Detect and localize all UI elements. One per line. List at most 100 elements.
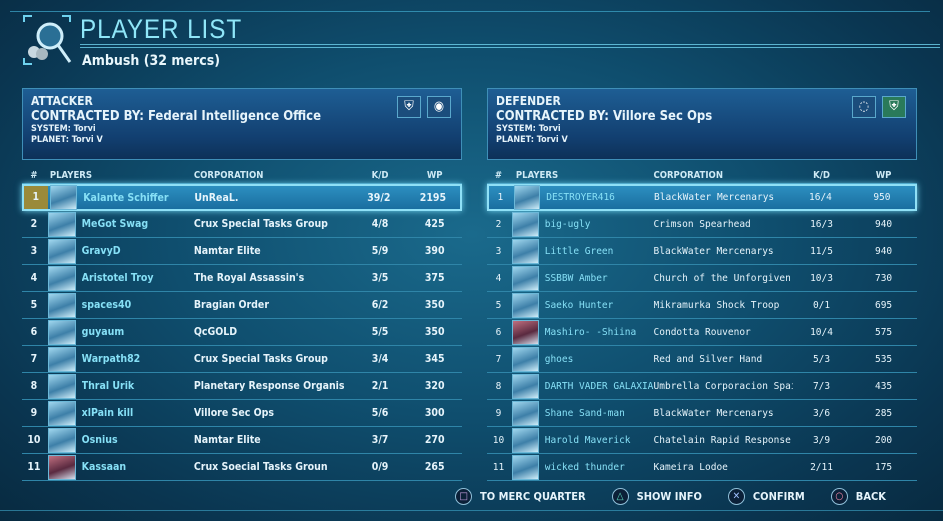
player-avatar-icon	[47, 400, 76, 426]
table-header: # PLAYERS CORPORATION K/D WP	[487, 168, 917, 184]
row-rank: 11	[27, 461, 41, 473]
player-row[interactable]: 2 big-ugly Crimson Spearhead 16/3 940	[487, 211, 917, 238]
war-points: 320	[424, 380, 445, 392]
row-rank: 6	[495, 326, 502, 338]
player-avatar-icon	[47, 373, 76, 399]
match-subtitle: Ambush (32 mercs)	[82, 53, 220, 69]
player-name: MeGot Swag	[81, 218, 149, 230]
player-row[interactable]: 2 MeGot Swag Crux Special Tasks Group 4/8 42…	[22, 211, 462, 238]
player-row[interactable]: 6 guyaum QcGOLD 5/5 350	[22, 319, 462, 346]
player-name: SSBBW Amber	[544, 272, 608, 284]
footer-button-label: CONFIRM	[752, 490, 805, 503]
player-row[interactable]: 10 Osnius Namtar Elite 3/7 270	[22, 427, 462, 454]
side-label: ATTACKER	[31, 94, 93, 108]
page-title: PLAYER LIST	[80, 14, 243, 44]
war-points: 175	[874, 461, 893, 473]
player-row[interactable]: 5 spaces40 Bragian Order 6/2 350	[22, 292, 462, 319]
col-wp: WP	[426, 170, 443, 181]
war-points: 2195	[419, 191, 447, 204]
kill-death: 10/4	[810, 326, 833, 338]
war-points: 350	[424, 326, 445, 338]
player-row[interactable]: 9 xlPain kill Villore Sec Ops 5/6 300	[22, 400, 462, 427]
table-header: # PLAYERS CORPORATION K/D WP	[22, 168, 462, 184]
col-players: PLAYERS	[515, 170, 559, 181]
system-label: SYSTEM: Torvi	[496, 124, 561, 134]
defender-panel: DEFENDER CONTRACTED BY: Villore Sec Ops …	[487, 88, 917, 481]
player-avatar-icon	[47, 427, 76, 453]
kill-death: 5/5	[371, 326, 389, 338]
war-points: 425	[424, 218, 445, 230]
kill-death: 16/3	[810, 218, 833, 230]
player-avatar-icon	[511, 454, 539, 480]
player-name: DARTH VADER GALAXIA	[544, 380, 654, 392]
footer-button-label: BACK	[855, 490, 886, 503]
player-row[interactable]: 8 DARTH VADER GALAXIA Umbrella Corporacion…	[487, 373, 917, 400]
player-row[interactable]: 5 Saeko Hunter Mikramurka Shock Troop 0/1 69…	[487, 292, 917, 319]
player-row[interactable]: 11 Kassaan Crux Soecial Tasks Groun 0/9 265	[22, 454, 462, 481]
footer-button-show-info[interactable]: △ SHOW INFO	[611, 488, 702, 505]
kill-death: 5/9	[371, 245, 389, 257]
kill-death: 3/6	[812, 407, 831, 419]
player-row[interactable]: 4 Aristotel Troy The Royal Assassin's 3/5 37…	[22, 265, 462, 292]
player-avatar-icon	[511, 292, 539, 318]
cross-button-icon: ✕	[727, 488, 745, 505]
corporation-name: Crux Soecial Tasks Groun	[193, 461, 328, 473]
corporation-name: Condotta Rouvenor	[653, 326, 751, 338]
corporation-name: BlackWater Mercenarys	[653, 407, 774, 419]
war-points: 695	[874, 299, 893, 311]
footer-button-confirm[interactable]: ✕ CONFIRM	[727, 488, 805, 505]
top-frame-line	[10, 0, 930, 12]
player-row[interactable]: 3 Little Green BlackWater Mercenarys 11/5 94…	[487, 238, 917, 265]
row-rank: 8	[495, 380, 502, 392]
defender-list: 1 DESTROYER416 BlackWater Mercenarys 16/4 95…	[487, 184, 917, 481]
war-points: 350	[424, 299, 445, 311]
player-row[interactable]: 4 SSBBW Amber Church of the Unforgiven 10/3…	[487, 265, 917, 292]
kill-death: 2/11	[810, 461, 833, 473]
player-row[interactable]: 1 Kalante Schiffer UnReaL. 39/2 2195	[22, 184, 462, 211]
corporation-name: Crux Special Tasks Group	[193, 218, 328, 230]
player-row[interactable]: 6 Mashiro- -Shiina Condotta Rouvenor 10/4 57…	[487, 319, 917, 346]
war-points: 940	[874, 218, 893, 230]
faction-logo-icon[interactable]: ⛨	[882, 96, 906, 118]
corp-logo-icon[interactable]: ⛨	[397, 96, 421, 118]
footer-button-to-merc-quarter[interactable]: □ TO MERC QUARTER	[455, 488, 586, 505]
faction-logo-icon[interactable]: ◉	[427, 96, 451, 118]
kill-death: 7/3	[812, 380, 831, 392]
corporation-name: Mikramurka Shock Troop	[653, 299, 780, 311]
title-divider	[80, 44, 940, 48]
war-points: 730	[874, 272, 893, 284]
player-avatar-icon	[513, 185, 541, 210]
player-name: Saeko Hunter	[544, 299, 614, 311]
player-row[interactable]: 10 Harold Maverick Chatelain Rapid Respons…	[487, 427, 917, 454]
player-row[interactable]: 9 Shane Sand-man BlackWater Mercenarys 3/6 2…	[487, 400, 917, 427]
row-rank: 7	[30, 353, 38, 365]
kill-death: 39/2	[367, 191, 391, 204]
player-name: wicked thunder	[544, 461, 625, 473]
footer-button-back[interactable]: ○ BACK	[830, 488, 886, 505]
corporation-name: BlackWater Mercenarys	[654, 192, 775, 203]
contracted-by: CONTRACTED BY: Villore Sec Ops	[496, 109, 713, 124]
planet-label: PLANET: Torvi V	[496, 135, 568, 145]
war-points: 270	[424, 434, 445, 446]
player-name: Osnius	[81, 434, 118, 446]
corporation-name: The Royal Assassin's	[193, 272, 305, 284]
side-label: DEFENDER	[496, 94, 561, 108]
player-row[interactable]: 11 wicked thunder Kameira Lodoe 2/11 175	[487, 454, 917, 481]
corporation-name: UnReaL.	[194, 191, 239, 204]
row-rank: 1	[497, 192, 504, 203]
attacker-info: ATTACKER CONTRACTED BY: Federal Intellig…	[22, 88, 462, 160]
kill-death: 3/9	[812, 434, 831, 446]
player-row[interactable]: 7 Warpath82 Crux Special Tasks Group 3/4 345	[22, 346, 462, 373]
player-avatar-icon	[47, 292, 76, 318]
system-label: SYSTEM: Torvi	[31, 124, 96, 134]
corporation-name: Church of the Unforgiven	[653, 272, 791, 284]
kill-death: 0/1	[812, 299, 831, 311]
player-row[interactable]: 7 ghoes Red and Silver Hand 5/3 535	[487, 346, 917, 373]
corp-logo-icon[interactable]: ◌	[852, 96, 876, 118]
kill-death: 3/5	[371, 272, 389, 284]
player-avatar-icon	[511, 427, 539, 453]
player-row[interactable]: 3 GravyD Namtar Elite 5/9 390	[22, 238, 462, 265]
player-row[interactable]: 8 Thral Urik Planetary Response Organis 2/1…	[22, 373, 462, 400]
kill-death: 0/9	[371, 461, 389, 473]
player-row[interactable]: 1 DESTROYER416 BlackWater Mercenarys 16/4 95…	[487, 184, 917, 211]
